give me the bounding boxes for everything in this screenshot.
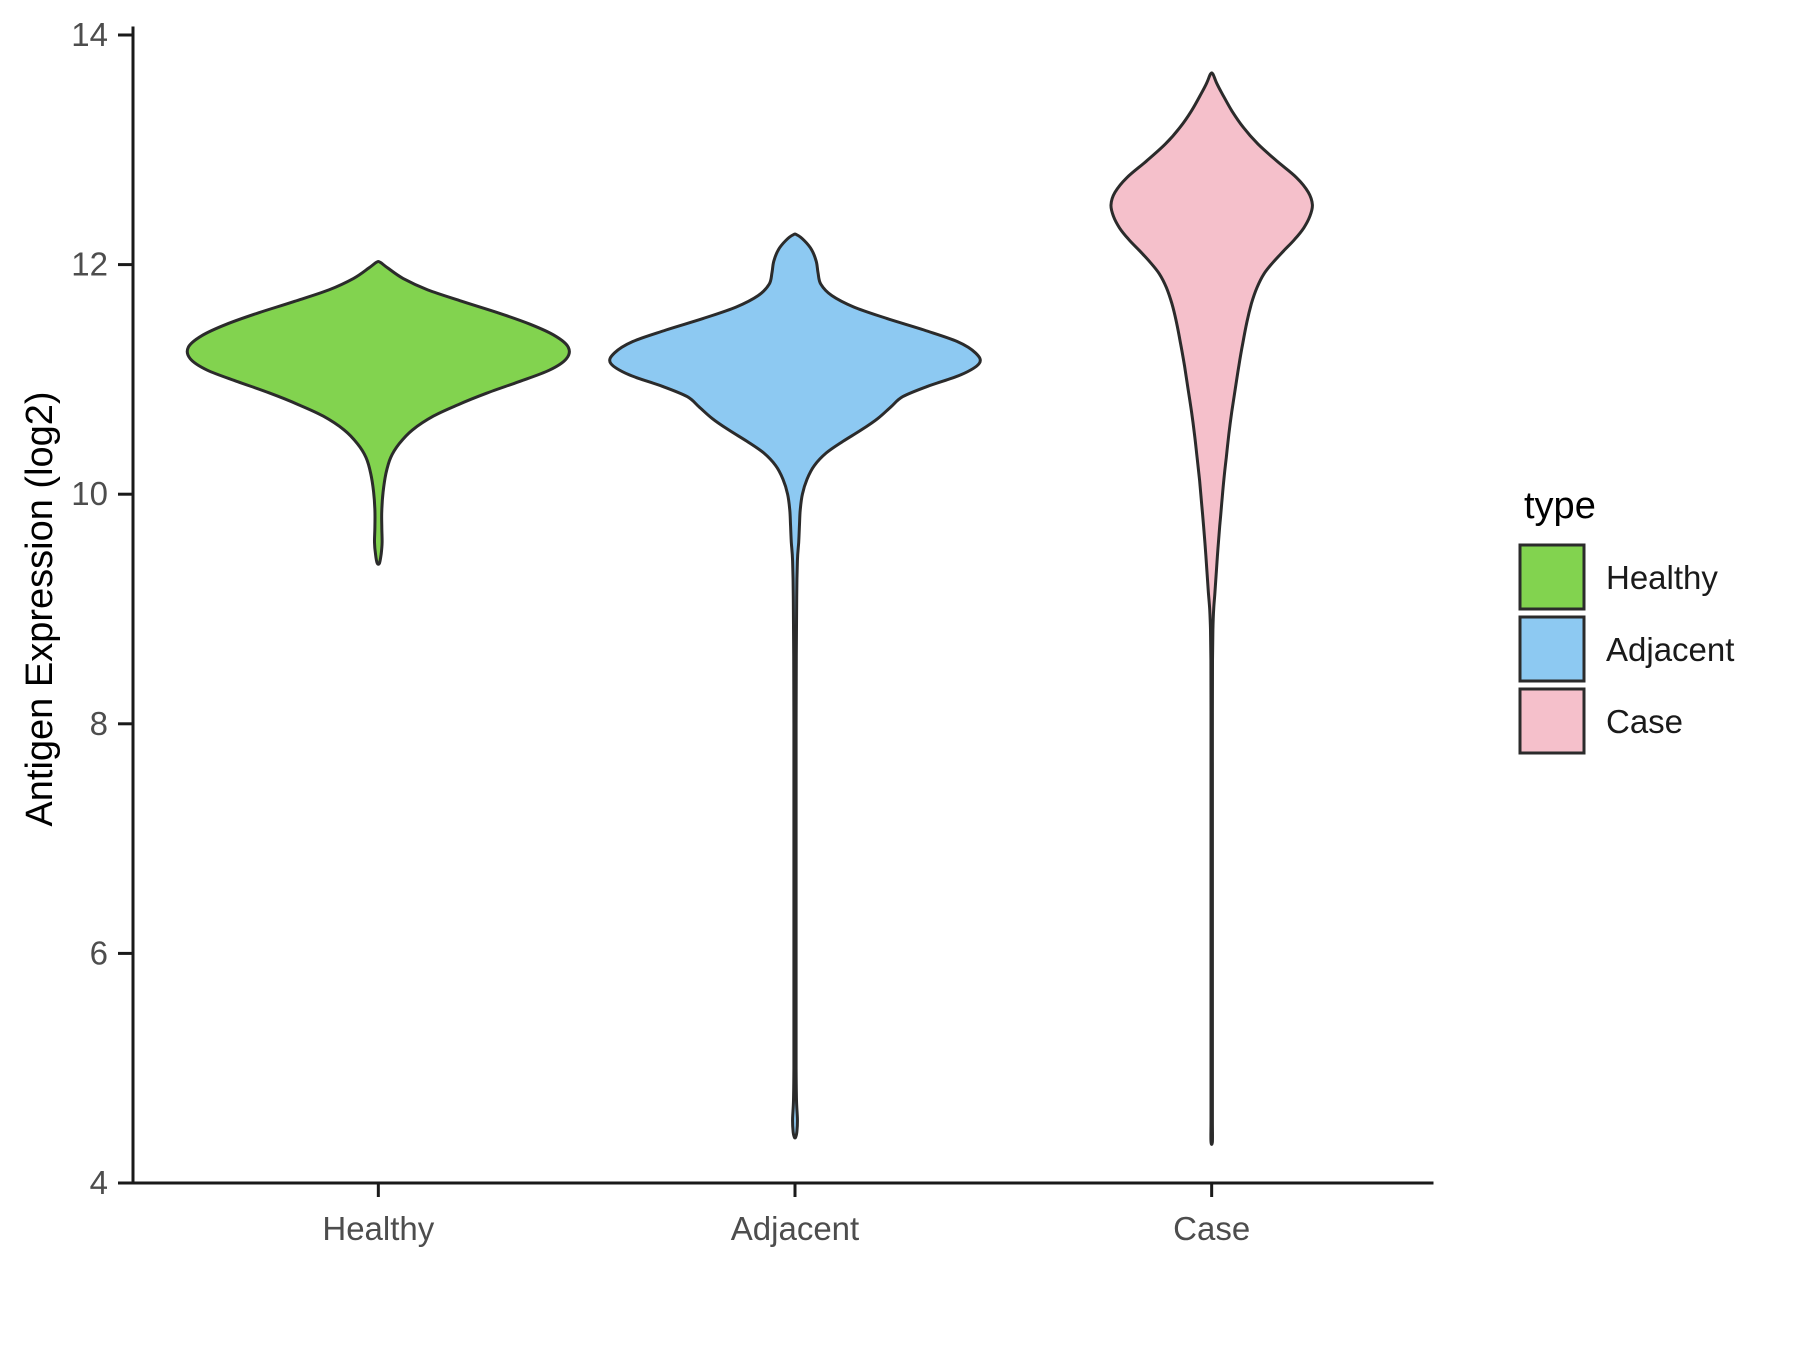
y-tick-label: 10 <box>71 475 108 512</box>
x-tick-label-adjacent: Adjacent <box>731 1210 859 1247</box>
legend-title: type <box>1524 485 1596 527</box>
y-tick-label: 8 <box>90 705 108 742</box>
legend-label-adjacent: Adjacent <box>1606 631 1734 668</box>
violin-adjacent <box>608 232 982 1140</box>
legend-swatch-healthy <box>1518 543 1586 611</box>
violin-healthy <box>185 260 571 566</box>
x-tick-label-case: Case <box>1173 1210 1250 1247</box>
y-tick-label: 4 <box>90 1164 108 1201</box>
y-tick-label: 14 <box>71 16 108 53</box>
x-tick-label-healthy: Healthy <box>322 1210 434 1247</box>
y-axis-title: Antigen Expression (log2) <box>19 391 61 826</box>
violins <box>185 71 1314 1146</box>
y-tick-label: 12 <box>71 246 108 283</box>
legend-entries: Healthy Adjacent Case <box>1518 543 1734 755</box>
legend: type Healthy Adjacent Case <box>1518 485 1734 755</box>
axes <box>118 26 1434 1197</box>
legend-label-healthy: Healthy <box>1606 559 1718 596</box>
legend-swatch-case <box>1518 687 1586 755</box>
legend-swatch-adjacent <box>1518 615 1586 683</box>
axis-labels: 4 6 8 10 12 14 Healthy Adjacent Case <box>71 16 1250 1247</box>
violin-case <box>1109 71 1314 1146</box>
legend-label-case: Case <box>1606 703 1683 740</box>
y-tick-label: 6 <box>90 934 108 971</box>
